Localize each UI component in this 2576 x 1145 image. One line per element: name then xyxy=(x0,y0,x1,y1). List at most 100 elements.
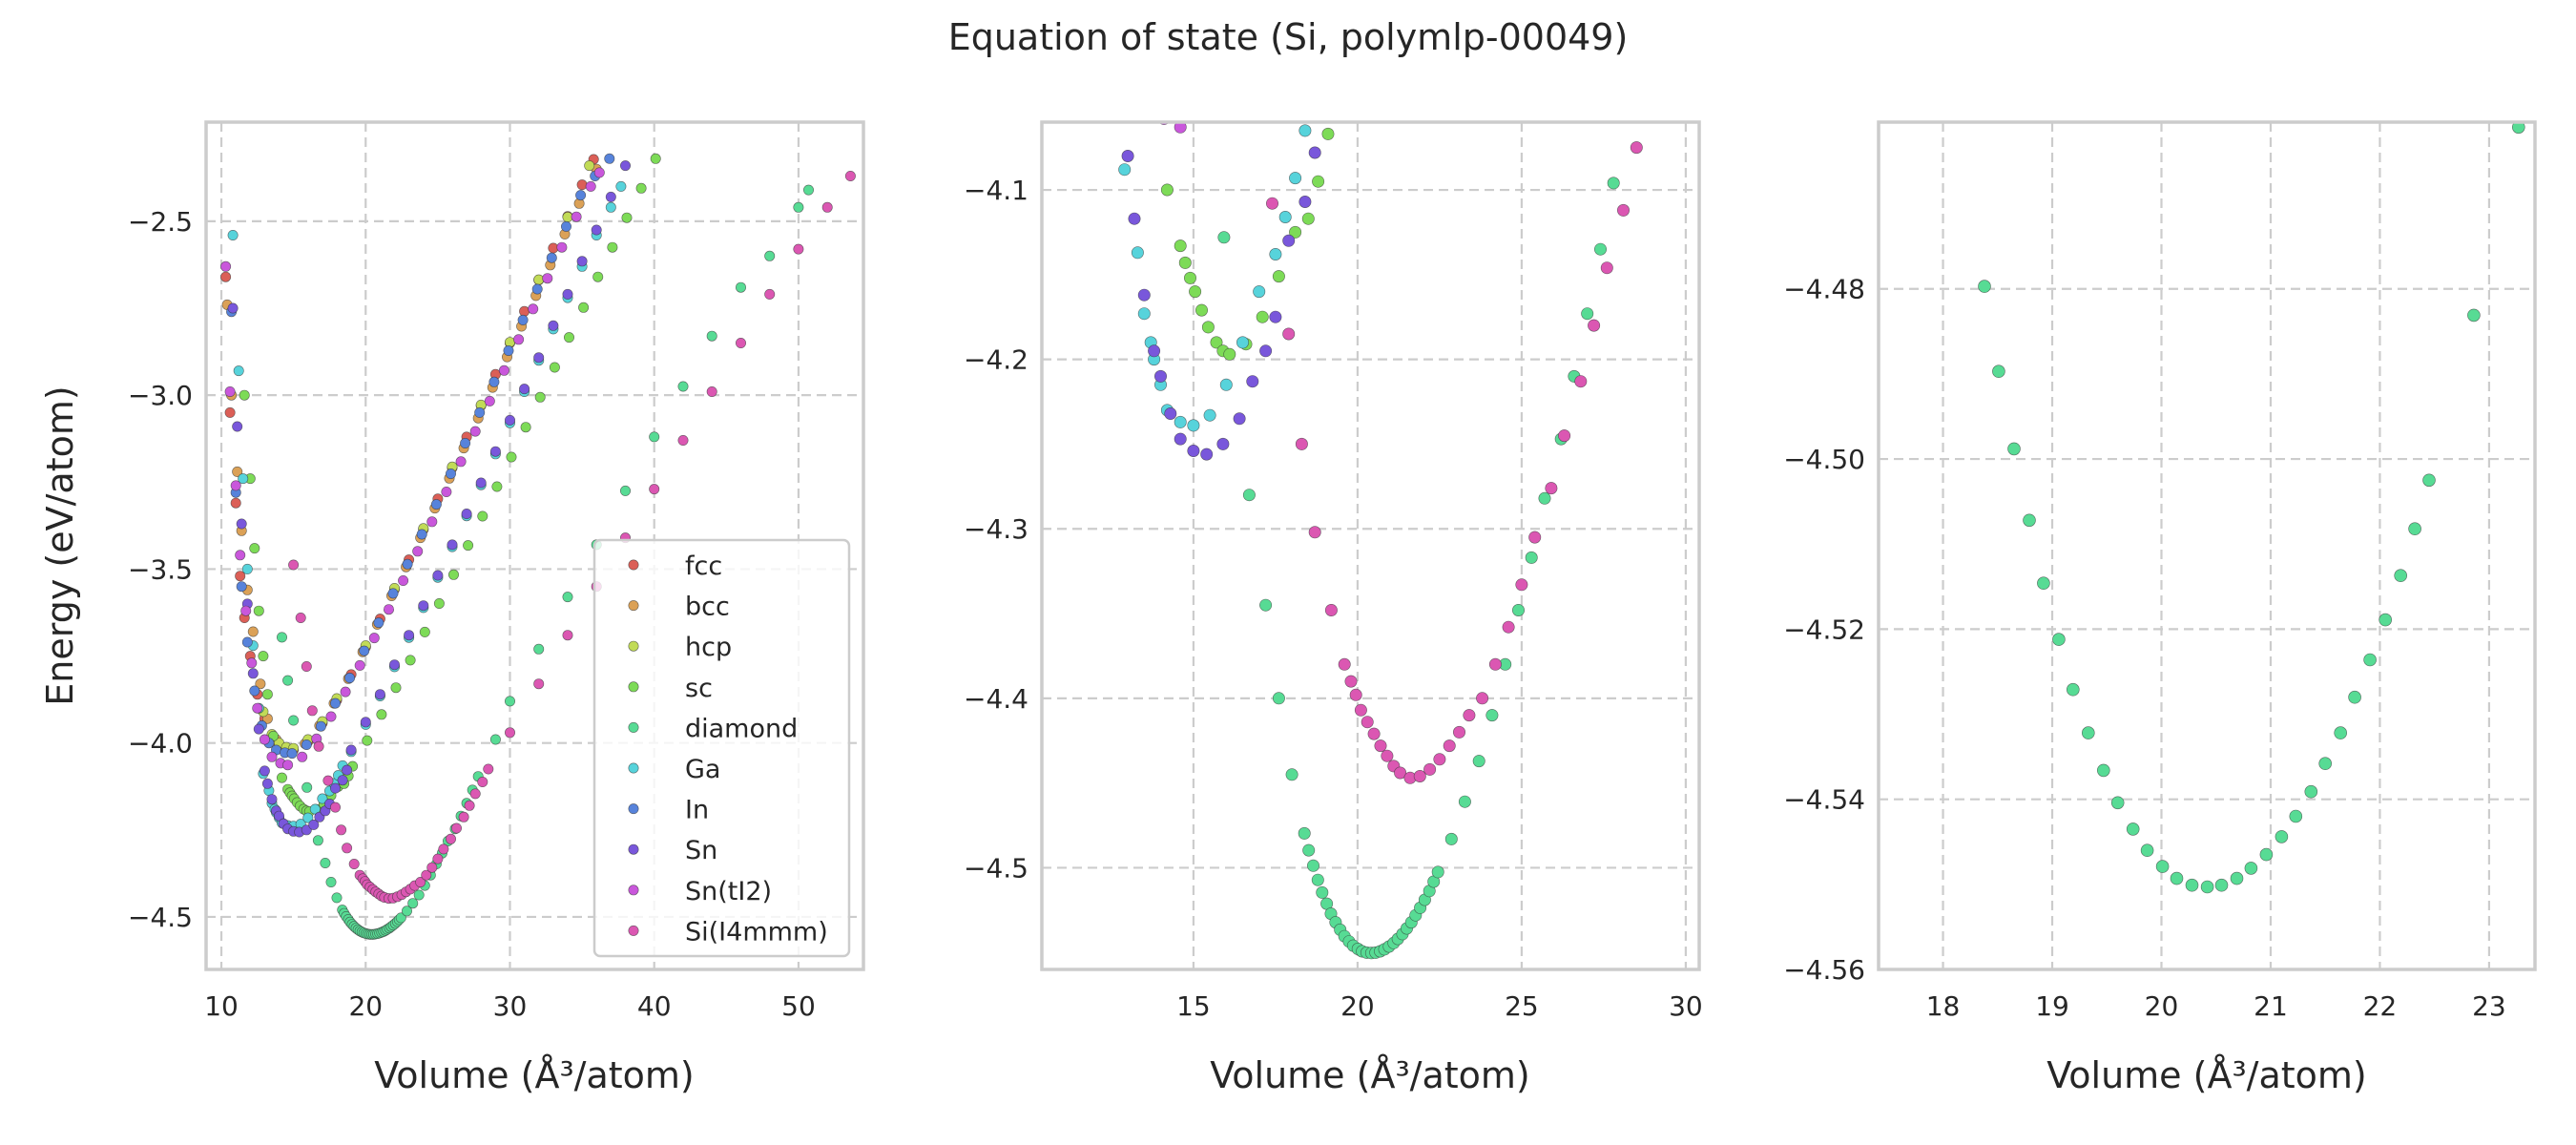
data-point xyxy=(605,201,616,213)
data-point xyxy=(1137,307,1151,321)
data-point xyxy=(1278,211,1292,224)
data-point xyxy=(230,480,241,491)
data-point xyxy=(247,626,259,637)
y-tick-label: −4.5 xyxy=(128,902,193,933)
data-point xyxy=(224,385,236,397)
data-point xyxy=(1444,832,1458,845)
data-point xyxy=(288,559,300,571)
x-tick-label: 23 xyxy=(2472,990,2506,1022)
data-point xyxy=(1301,212,1315,225)
data-point xyxy=(1431,865,1444,879)
y-tick-label: −4.0 xyxy=(128,728,193,760)
data-point xyxy=(1137,288,1151,302)
legend-marker xyxy=(628,803,639,815)
data-point xyxy=(2155,860,2170,873)
x-tick-label: 18 xyxy=(1926,990,1961,1022)
data-point xyxy=(317,793,328,804)
data-point xyxy=(477,776,488,787)
data-point xyxy=(1160,183,1174,197)
data-point xyxy=(1122,0,1133,10)
legend-marker xyxy=(628,640,639,652)
x-tick-label: 20 xyxy=(348,990,383,1022)
data-point xyxy=(1355,3,1366,14)
legend-item: In xyxy=(628,796,709,825)
legend-item: Sn(tI2) xyxy=(628,877,772,906)
data-point xyxy=(1978,280,1991,293)
x-tick-label: 25 xyxy=(1505,990,1539,1022)
y-tick-label: −4.56 xyxy=(1783,954,1865,986)
data-point xyxy=(232,421,243,432)
y-tick-label: −2.5 xyxy=(128,206,193,238)
data-point xyxy=(2363,653,2377,667)
data-point xyxy=(605,191,616,202)
series-sc xyxy=(1160,3,1366,361)
data-point xyxy=(261,689,273,700)
series-diamond xyxy=(1978,122,2525,894)
data-point xyxy=(220,260,232,272)
series-ga xyxy=(227,180,627,832)
data-point xyxy=(1223,347,1236,361)
data-point xyxy=(2244,862,2258,875)
data-point xyxy=(520,422,531,433)
data-point xyxy=(1298,196,1312,209)
data-point xyxy=(591,224,602,236)
data-point xyxy=(1443,739,1456,753)
data-point xyxy=(276,772,287,783)
data-point xyxy=(426,516,438,528)
data-point xyxy=(1581,307,1594,321)
data-point xyxy=(483,763,494,775)
x-axis-label: Volume (Å³/atom) xyxy=(1210,1054,1530,1096)
x-tick-label: 22 xyxy=(2363,990,2398,1022)
data-point xyxy=(1298,124,1312,137)
data-point xyxy=(619,160,631,172)
data-point xyxy=(477,510,488,522)
x-axis-label: Volume (Å³/atom) xyxy=(2046,1054,2367,1096)
data-point xyxy=(1295,437,1308,450)
data-point xyxy=(1298,826,1311,840)
data-point xyxy=(266,751,278,762)
data-point xyxy=(249,543,260,554)
data-point xyxy=(764,250,776,261)
data-point xyxy=(308,819,320,830)
data-point xyxy=(282,760,294,771)
data-point xyxy=(735,281,746,293)
data-point xyxy=(288,715,300,726)
y-tick-label: −4.52 xyxy=(1783,614,1865,645)
data-point xyxy=(240,605,252,616)
data-point xyxy=(1174,122,1187,134)
axes-frame xyxy=(204,120,865,971)
data-point xyxy=(297,751,308,762)
data-point xyxy=(1321,127,1335,140)
data-point xyxy=(405,655,416,666)
data-point xyxy=(342,843,353,854)
data-point xyxy=(1308,526,1321,539)
data-point xyxy=(336,824,347,836)
data-point xyxy=(1488,657,1502,671)
data-point xyxy=(402,558,413,570)
data-point xyxy=(383,604,394,615)
data-point xyxy=(2185,878,2199,892)
data-point xyxy=(345,744,357,756)
data-point xyxy=(2348,690,2361,704)
data-point xyxy=(259,734,270,745)
data-point xyxy=(1121,150,1134,163)
data-point xyxy=(1174,415,1187,428)
y-tick-label: −3.5 xyxy=(128,553,193,585)
panel-full-range: Energy (eV/atom) Volume (Å³/atom) 10 20 30… xyxy=(39,120,865,1096)
data-point xyxy=(320,857,331,868)
data-point xyxy=(325,876,337,887)
data-point xyxy=(1381,749,1394,762)
data-point xyxy=(2275,830,2289,843)
data-point xyxy=(503,344,514,356)
data-point xyxy=(1472,755,1485,768)
data-points xyxy=(1118,0,1643,960)
data-point xyxy=(1256,310,1269,323)
legend-marker xyxy=(628,681,639,693)
data-point xyxy=(578,302,590,313)
data-point xyxy=(227,230,239,241)
data-point xyxy=(432,570,444,581)
data-point xyxy=(604,153,615,164)
data-point xyxy=(1312,175,1325,188)
data-point xyxy=(301,824,312,836)
data-point xyxy=(315,720,326,732)
